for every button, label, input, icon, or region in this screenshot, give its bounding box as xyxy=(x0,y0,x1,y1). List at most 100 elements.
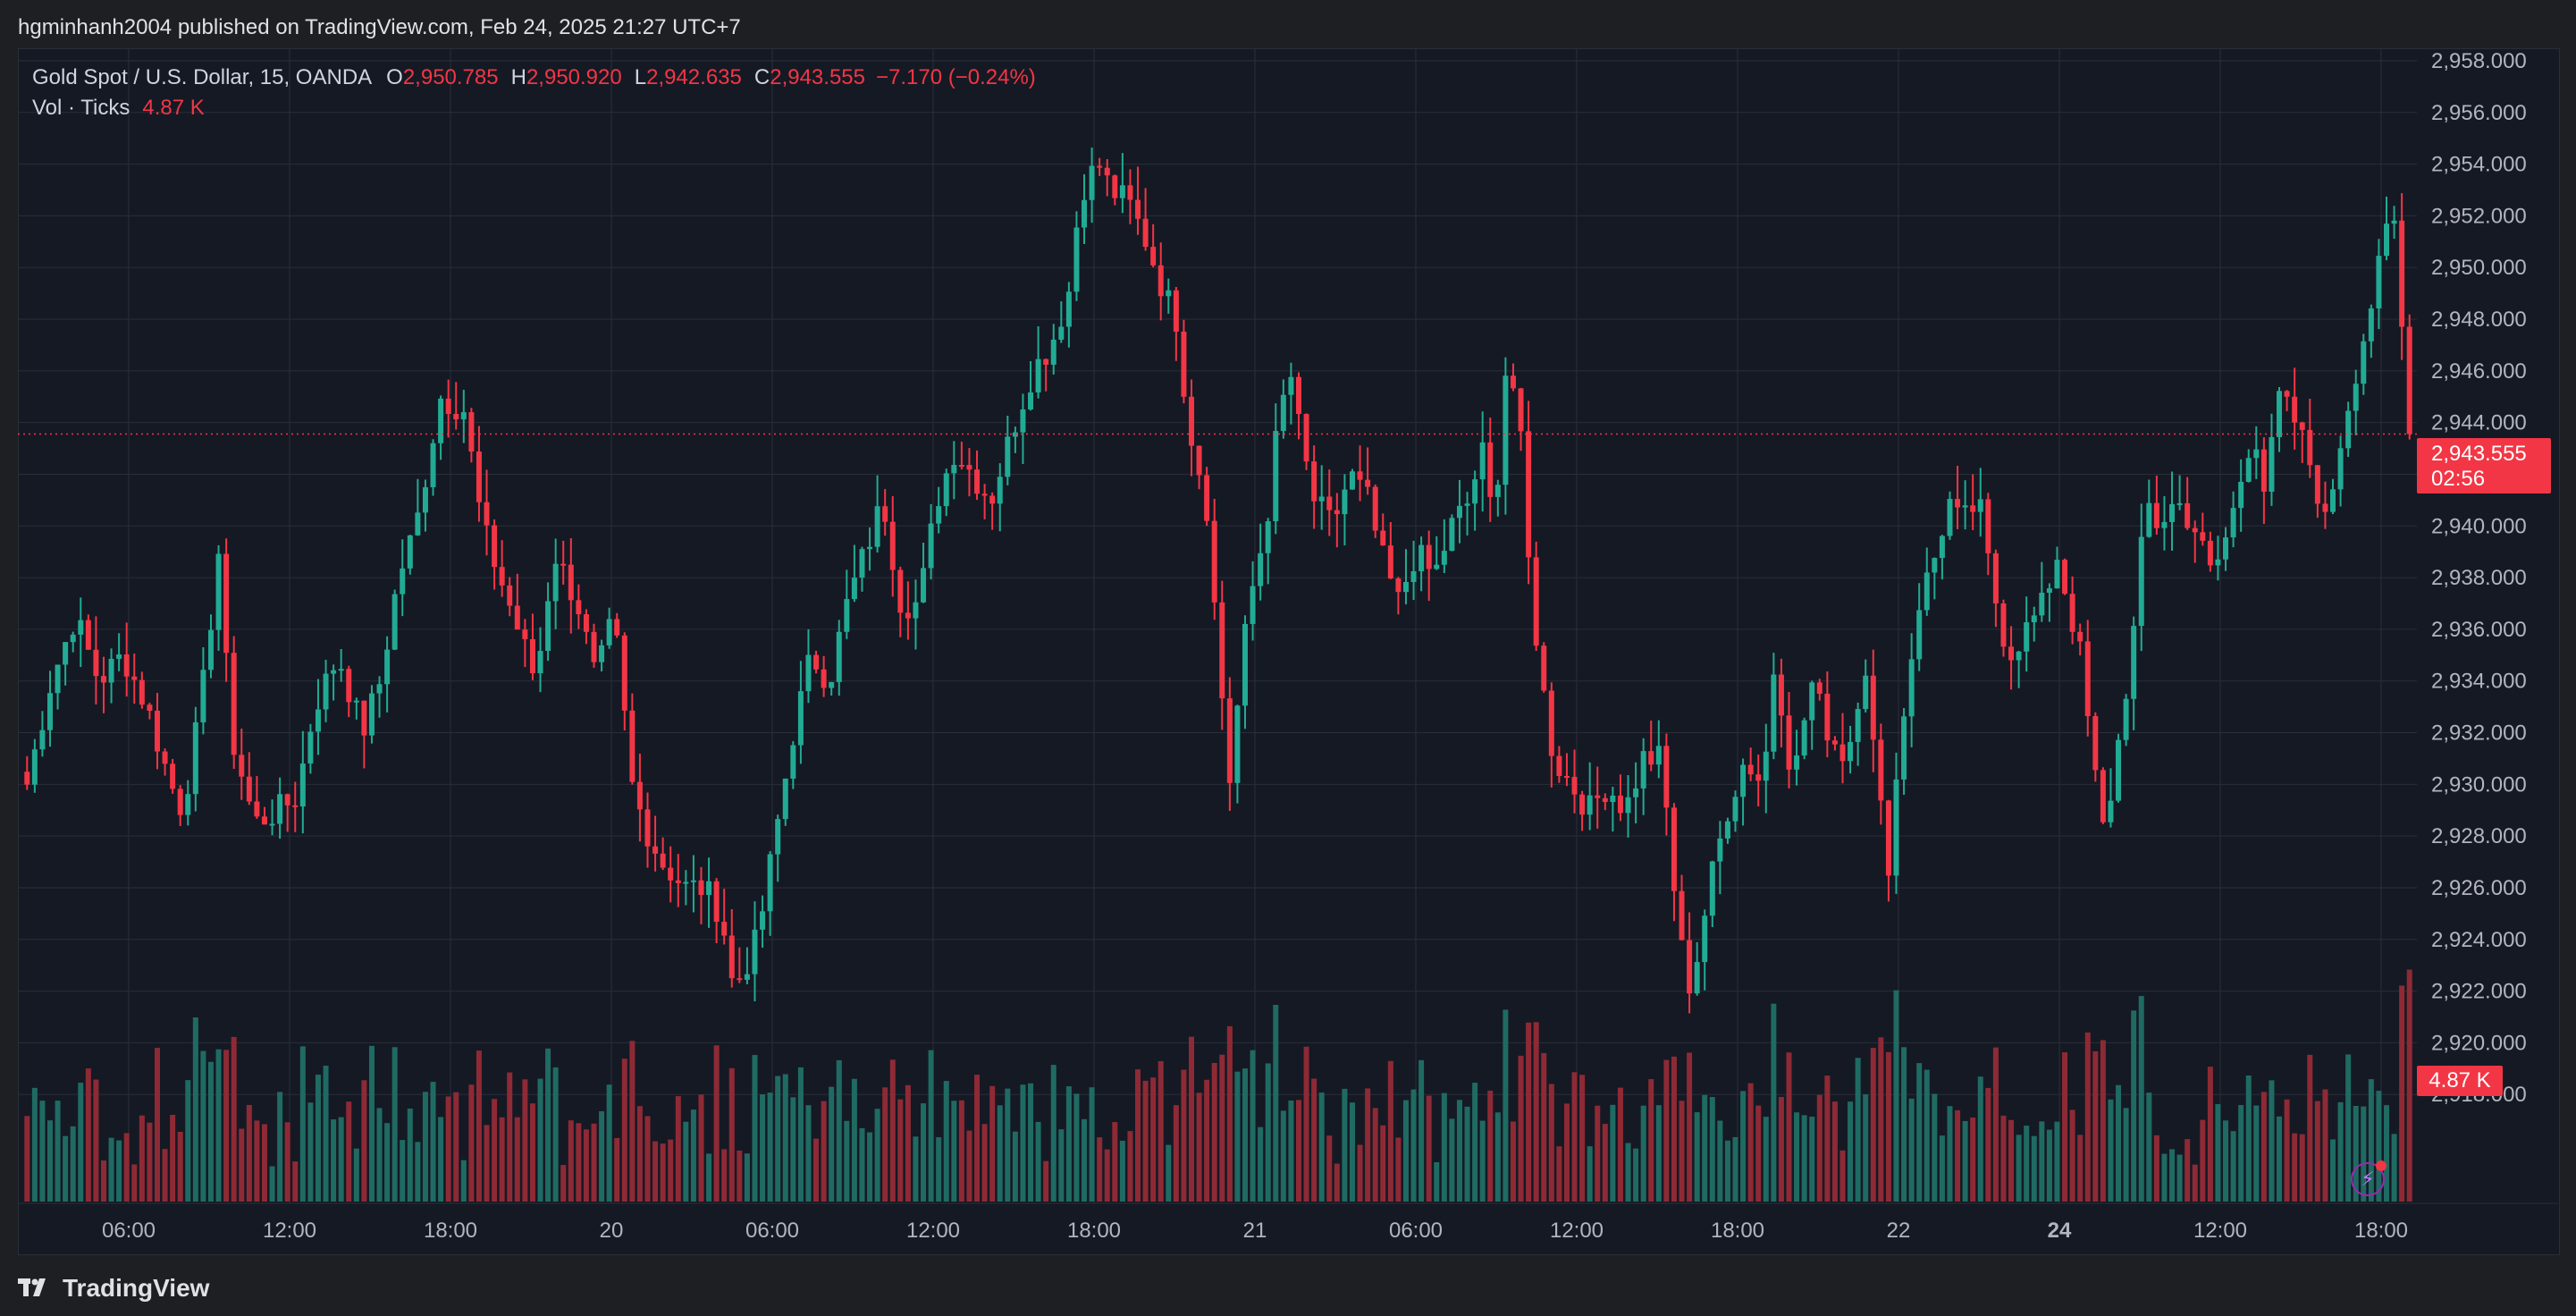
volume-bar xyxy=(1472,1083,1478,1202)
volume-bar xyxy=(1104,1149,1110,1202)
y-tick-label: 2,922.000 xyxy=(2431,980,2527,1004)
candle-body xyxy=(1219,602,1225,699)
candle-body xyxy=(2153,502,2159,528)
volume-bar xyxy=(1258,1126,1264,1202)
volume-bar xyxy=(1380,1125,1386,1202)
candle-body xyxy=(430,443,436,488)
x-tick-label: 20 xyxy=(600,1219,624,1243)
volume-bar xyxy=(2039,1121,2045,1202)
volume-bar xyxy=(737,1150,743,1202)
candle-body xyxy=(468,412,475,452)
volume-label[interactable]: Vol · Ticks xyxy=(32,96,130,120)
volume-bar xyxy=(905,1084,911,1202)
candle-body xyxy=(1939,536,1945,559)
candle-body xyxy=(1464,503,1470,506)
candle-body xyxy=(1142,218,1149,248)
candle-body xyxy=(1633,788,1639,797)
candle-body xyxy=(2330,489,2336,512)
volume-bar xyxy=(1265,1063,1271,1202)
volume-bar xyxy=(2000,1115,2007,1202)
y-tick-label: 2,930.000 xyxy=(2431,772,2527,797)
candle-body xyxy=(1924,572,1930,611)
volume-bar xyxy=(606,1084,612,1202)
volume-bar xyxy=(1487,1090,1494,1202)
volume-bar xyxy=(1717,1120,1723,1202)
volume-bar xyxy=(2337,1101,2344,1202)
volume-bar xyxy=(331,1119,337,1202)
volume-bar xyxy=(1970,1118,1976,1202)
candle-body xyxy=(1035,359,1041,392)
volume-bar xyxy=(1456,1100,1462,1202)
candle-body xyxy=(63,642,69,665)
candle-body xyxy=(2230,508,2236,538)
volume-bar xyxy=(1311,1078,1317,1202)
candle-body xyxy=(2260,449,2267,492)
candle-body xyxy=(1234,705,1241,783)
candle-body xyxy=(1349,471,1355,490)
volume-bar xyxy=(2368,1079,2374,1202)
candle-body xyxy=(829,681,835,688)
x-tick-label: 12:00 xyxy=(906,1219,960,1243)
volume-bar xyxy=(1878,1037,1884,1202)
candle-body xyxy=(1947,499,1953,536)
candle-body xyxy=(2269,436,2275,492)
candle-body xyxy=(1801,720,1807,756)
candle-body xyxy=(859,549,865,578)
volume-bar xyxy=(2024,1126,2030,1202)
candle-body xyxy=(1073,227,1080,292)
candle-body xyxy=(2024,622,2030,652)
x-tick-label: 06:00 xyxy=(745,1219,799,1243)
candle-body xyxy=(2123,698,2129,740)
volume-bar xyxy=(438,1117,444,1202)
volume-bar xyxy=(1494,1112,1501,1202)
volume-bar xyxy=(928,1050,934,1202)
volume-bar xyxy=(2185,1139,2191,1202)
volume-bar xyxy=(415,1142,421,1202)
candle-body xyxy=(1518,388,1524,432)
candle-body xyxy=(315,709,321,732)
x-tick-label: 22 xyxy=(1887,1219,1911,1243)
tradingview-logo[interactable]: TradingView xyxy=(18,1274,209,1303)
volume-bar xyxy=(1740,1091,1747,1202)
volume-bar xyxy=(629,1041,636,1202)
volume-bar xyxy=(2353,1105,2359,1202)
lightning-icon[interactable]: ⚡ xyxy=(2351,1160,2387,1196)
candle-body xyxy=(31,749,38,785)
candle-body xyxy=(629,710,636,782)
volume-bar xyxy=(123,1133,130,1202)
candle-body xyxy=(1295,376,1301,415)
candle-body xyxy=(1655,746,1662,765)
candle-body xyxy=(2376,256,2382,308)
candle-body xyxy=(1625,797,1631,814)
candle-body xyxy=(1318,496,1325,502)
candle-body xyxy=(1548,690,1554,756)
candle-body xyxy=(499,567,505,586)
candle-body xyxy=(652,846,659,854)
volume-bar xyxy=(1763,1117,1769,1202)
volume-bar xyxy=(636,1106,643,1202)
candle-body xyxy=(1878,739,1884,801)
candle-body xyxy=(2146,502,2152,537)
volume-bar xyxy=(1357,1144,1363,1202)
candle-body xyxy=(1204,475,1210,521)
candle-body xyxy=(698,880,704,896)
candle-body xyxy=(1005,436,1011,477)
candle-body xyxy=(39,730,46,750)
candle-body xyxy=(2192,527,2198,533)
candle-body xyxy=(1809,682,1815,721)
candle-body xyxy=(552,563,559,602)
candle-body xyxy=(2207,540,2213,566)
volume-bar xyxy=(1158,1060,1164,1202)
candle-body xyxy=(1395,578,1402,593)
volume-bar xyxy=(882,1087,888,1202)
candle-body xyxy=(123,654,130,677)
symbol-name[interactable]: Gold Spot / U.S. Dollar, 15, OANDA xyxy=(32,65,373,89)
candle-body xyxy=(1065,291,1072,327)
candle-body xyxy=(844,599,850,632)
volume-bar xyxy=(829,1086,835,1202)
candle-body xyxy=(1839,744,1846,762)
volume-bar xyxy=(1181,1069,1187,1202)
volume-bar xyxy=(376,1108,383,1202)
volume-bar xyxy=(1234,1071,1241,1202)
